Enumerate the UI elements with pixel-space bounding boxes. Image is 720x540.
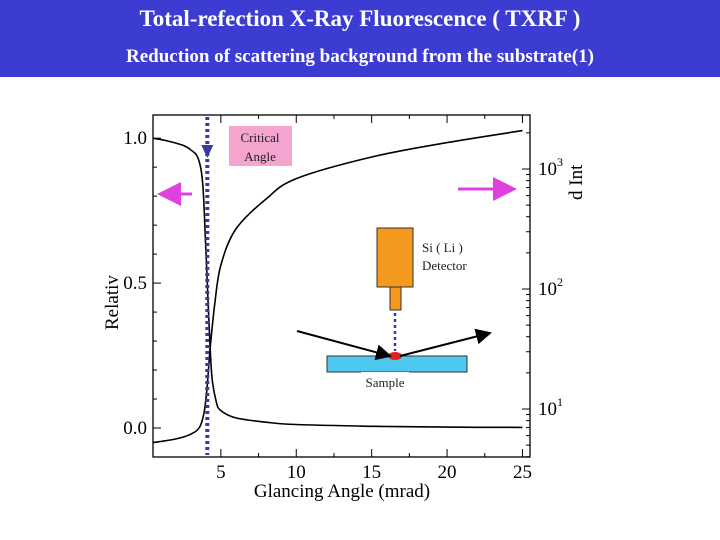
detector-label-line2: Detector xyxy=(422,258,467,273)
y-right-tick-base: 10 xyxy=(538,159,557,180)
y-axis-right-title: d Int xyxy=(566,164,587,200)
detector-label-line1: Si ( Li ) xyxy=(422,240,463,255)
fluorescence-curve xyxy=(152,129,523,444)
y-right-tick-exp: 3 xyxy=(557,155,563,169)
sample-label: Sample xyxy=(366,375,405,390)
detector-neck xyxy=(389,286,402,311)
plot-frame xyxy=(152,114,531,458)
tick-marks xyxy=(153,115,530,458)
y-left-tick-label: 0.5 xyxy=(123,273,147,294)
x-tick-label: 25 xyxy=(513,462,532,483)
y-axis-left-title: Relativ xyxy=(102,275,123,330)
critical-angle-arrowhead xyxy=(201,145,214,158)
sample-label-box xyxy=(361,372,409,390)
critical-angle-label-line2: Angle xyxy=(244,149,276,164)
y-right-tick-label: 101 xyxy=(538,395,563,420)
x-tick-label: 10 xyxy=(287,462,306,483)
x-tick-label: 15 xyxy=(362,462,381,483)
critical-angle-label-line1: Critical xyxy=(241,130,280,145)
y-right-tick-base: 10 xyxy=(538,399,557,420)
y-left-tick-label: 1.0 xyxy=(123,128,147,149)
y-right-tick-label: 103 xyxy=(538,155,563,180)
y-right-tick-base: 10 xyxy=(538,279,557,300)
reflected-beam xyxy=(399,328,492,357)
x-tick-label: 20 xyxy=(438,462,457,483)
incident-beam xyxy=(296,330,392,361)
page-subtitle: Reduction of scattering background from … xyxy=(126,46,594,67)
y-left-tick-label: 0.0 xyxy=(123,418,147,439)
reflectivity-curve xyxy=(152,137,523,429)
critical-angle-box xyxy=(229,126,292,166)
page-title: Total-refection X-Ray Fluorescence ( TXR… xyxy=(139,6,581,31)
incident-spot xyxy=(388,352,402,360)
detector-body xyxy=(376,227,414,288)
y-right-tick-label: 102 xyxy=(538,275,563,300)
y-right-tick-exp: 2 xyxy=(557,275,563,289)
x-tick-label: 5 xyxy=(216,462,226,483)
x-axis-title: Glancing Angle (mrad) xyxy=(254,481,430,502)
header-banner xyxy=(0,0,720,77)
y-right-tick-exp: 1 xyxy=(557,395,563,409)
